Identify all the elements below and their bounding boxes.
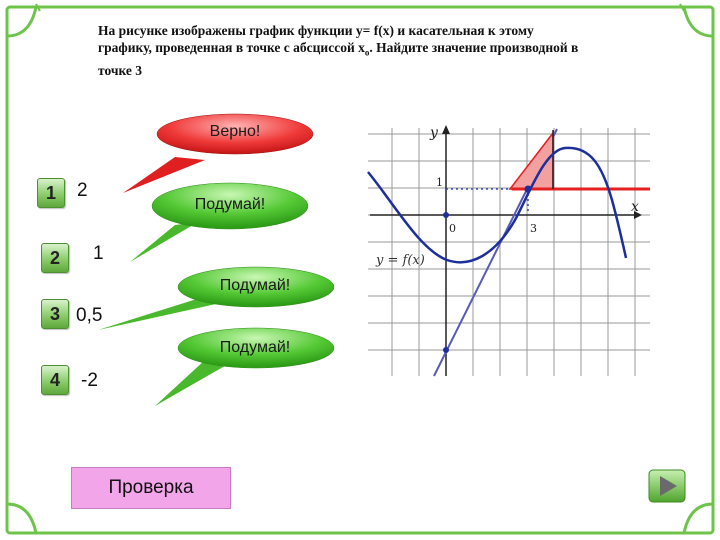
y-axis-arrow-icon [442,125,450,134]
think-bubble-2 [98,266,335,330]
origin-point [443,212,449,218]
think-text-1: Подумай! [194,196,266,213]
option-2-number[interactable]: 2 [41,243,69,273]
function-curve [367,146,628,264]
origin-label: 0 [449,222,456,235]
option-1-value[interactable]: 2 [77,180,88,201]
option-1-number[interactable]: 1 [37,178,65,208]
option-4-value[interactable]: -2 [81,370,98,391]
y-tick-1: 1 [436,176,443,189]
question-line-1: На рисунке изображены график функции y= … [98,23,534,38]
think-bubble-1 [130,182,309,262]
option-4-number[interactable]: 4 [41,365,69,395]
question-line-2: графику, проведенная в точке с абсциссой… [98,40,579,58]
question-line-3: точке 3 [98,62,143,78]
y-axis-label: y [429,125,439,141]
think-text-2: Подумай! [219,277,291,294]
x-axis-arrow-icon [634,211,642,219]
option-3-value[interactable]: 0,5 [76,305,103,326]
check-button[interactable]: Проверка [71,467,231,509]
question-text: На рисунке изображены график функции y= … [98,22,688,79]
think-text-3: Подумай! [219,339,291,356]
option-2-value[interactable]: 1 [93,243,104,264]
play-arrow-icon [660,476,677,496]
function-label: y = f(x) [375,253,425,268]
option-3-number[interactable]: 3 [41,299,69,329]
x-axis-label: x [631,199,639,215]
correct-bubble [123,113,314,193]
intercept-point [443,347,449,353]
next-button[interactable] [648,469,686,503]
tangent-point [524,185,532,193]
think-bubble-3 [155,327,335,406]
x-tick-3: 3 [530,222,537,235]
graph-grid [368,128,650,376]
correct-text: Верно! [209,123,261,140]
